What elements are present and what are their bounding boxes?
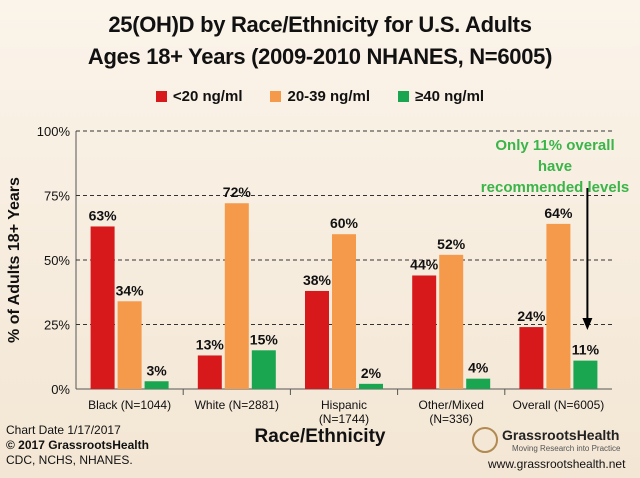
chart-subtitle: Ages 18+ Years (2009-2010 NHANES, N=6005… — [87, 44, 553, 69]
logo-tagline: Moving Research into Practice — [512, 444, 621, 453]
chart-title: 25(OH)D by Race/Ethnicity for U.S. Adult… — [108, 12, 532, 37]
bar — [117, 301, 142, 389]
annotation: Only 11% overall have recommended levels — [480, 135, 630, 198]
bars — [90, 203, 598, 389]
bar-data-label: 15% — [250, 331, 279, 347]
bar — [466, 378, 491, 389]
bar-data-label: 2% — [361, 365, 382, 381]
legend-label-mid: 20-39 ng/ml — [287, 88, 371, 105]
x-tick-label: White (N=2881) — [195, 398, 279, 412]
legend-swatch-mid — [270, 91, 282, 102]
bar — [251, 350, 276, 389]
bar — [305, 290, 329, 389]
legend-label-low: <20 ng/ml — [172, 88, 243, 105]
bar — [144, 381, 169, 389]
annotation-arrow — [582, 188, 593, 330]
copyright: © 2017 GrassrootsHealth — [6, 438, 149, 452]
bar — [546, 223, 571, 389]
bar-data-label: 44% — [410, 256, 439, 272]
annotation-line-1: Only 11% overall have — [495, 137, 615, 175]
grassrootshealth-logo: GrassrootsHealth Moving Research into Pr… — [472, 425, 632, 475]
logo-name: GrassrootsHealth — [502, 427, 620, 443]
bar-data-label: 64% — [544, 205, 573, 221]
legend-item-mid: 20-39 ng/ml — [270, 88, 370, 105]
bar — [412, 275, 437, 389]
logo-url: www.grassrootshealth.net — [488, 457, 626, 471]
bar — [90, 226, 115, 389]
annotation-line-2: recommended levels — [480, 179, 630, 196]
legend-swatch-low — [155, 91, 167, 102]
x-tick-label: Black (N=1044) — [88, 398, 171, 412]
x-tick-label: Overall (N=6005) — [513, 398, 605, 412]
vitruvian-icon — [472, 427, 498, 453]
y-tick-label: 25% — [44, 318, 70, 333]
x-tick-label: (N=336) — [429, 412, 473, 426]
legend-item-low: <20 ng/ml — [155, 88, 243, 105]
bar-data-label: 3% — [146, 362, 167, 378]
x-tick-label: Hispanic — [321, 398, 367, 412]
legend-item-high: ≥40 ng/ml — [398, 88, 484, 105]
x-tick-label: (N=1744) — [319, 412, 369, 426]
x-tick-label: Other/Mixed — [419, 398, 484, 412]
legend-swatch-high — [398, 91, 410, 102]
bar-data-labels: 63% 34% 3% 13% 72% 15% 38% 60% 2% 44% 52% 4% 24% 64% 1… — [89, 184, 600, 381]
chart-date: Chart Date 1/17/2017 — [6, 423, 121, 437]
legend: <20 ng/ml 20-39 ng/ml ≥40 ng/ml — [0, 88, 640, 105]
sources: CDC, NCHS, NHANES. — [6, 453, 133, 467]
y-tick-label: 75% — [44, 189, 70, 204]
bar-data-label: 52% — [437, 236, 466, 252]
bar-data-label: 4% — [468, 360, 489, 376]
bar-data-label: 11% — [572, 342, 600, 358]
bar — [197, 355, 222, 389]
x-axis-label: Race/Ethnicity — [254, 426, 386, 447]
bar — [439, 254, 464, 389]
bar — [519, 327, 544, 389]
bar-data-label: 60% — [330, 215, 359, 231]
y-tick-label: 50% — [44, 253, 70, 268]
y-tick-label: 0% — [51, 382, 70, 397]
bar-data-label: 13% — [196, 336, 225, 352]
bar — [332, 234, 356, 389]
arrow-head — [582, 318, 593, 330]
bar — [359, 383, 383, 389]
x-tick-labels: Black (N=1044) White (N=2881) Hispanic(N=1… — [88, 398, 604, 426]
bar-data-label: 63% — [89, 207, 118, 223]
y-tick-labels: 0% 25% 50% 75% 100% — [37, 124, 71, 397]
footer: Chart Date 1/17/2017 © 2017 GrassrootsHe… — [6, 423, 149, 468]
bar-data-label: 24% — [517, 308, 546, 324]
y-tick-label: 100% — [37, 124, 71, 139]
bar-data-label: 38% — [303, 272, 332, 288]
legend-label-high: ≥40 ng/ml — [415, 88, 485, 105]
bar-data-label: 34% — [116, 282, 145, 298]
bar — [573, 360, 598, 389]
bar — [224, 203, 249, 389]
bar-data-label: 72% — [223, 184, 252, 200]
